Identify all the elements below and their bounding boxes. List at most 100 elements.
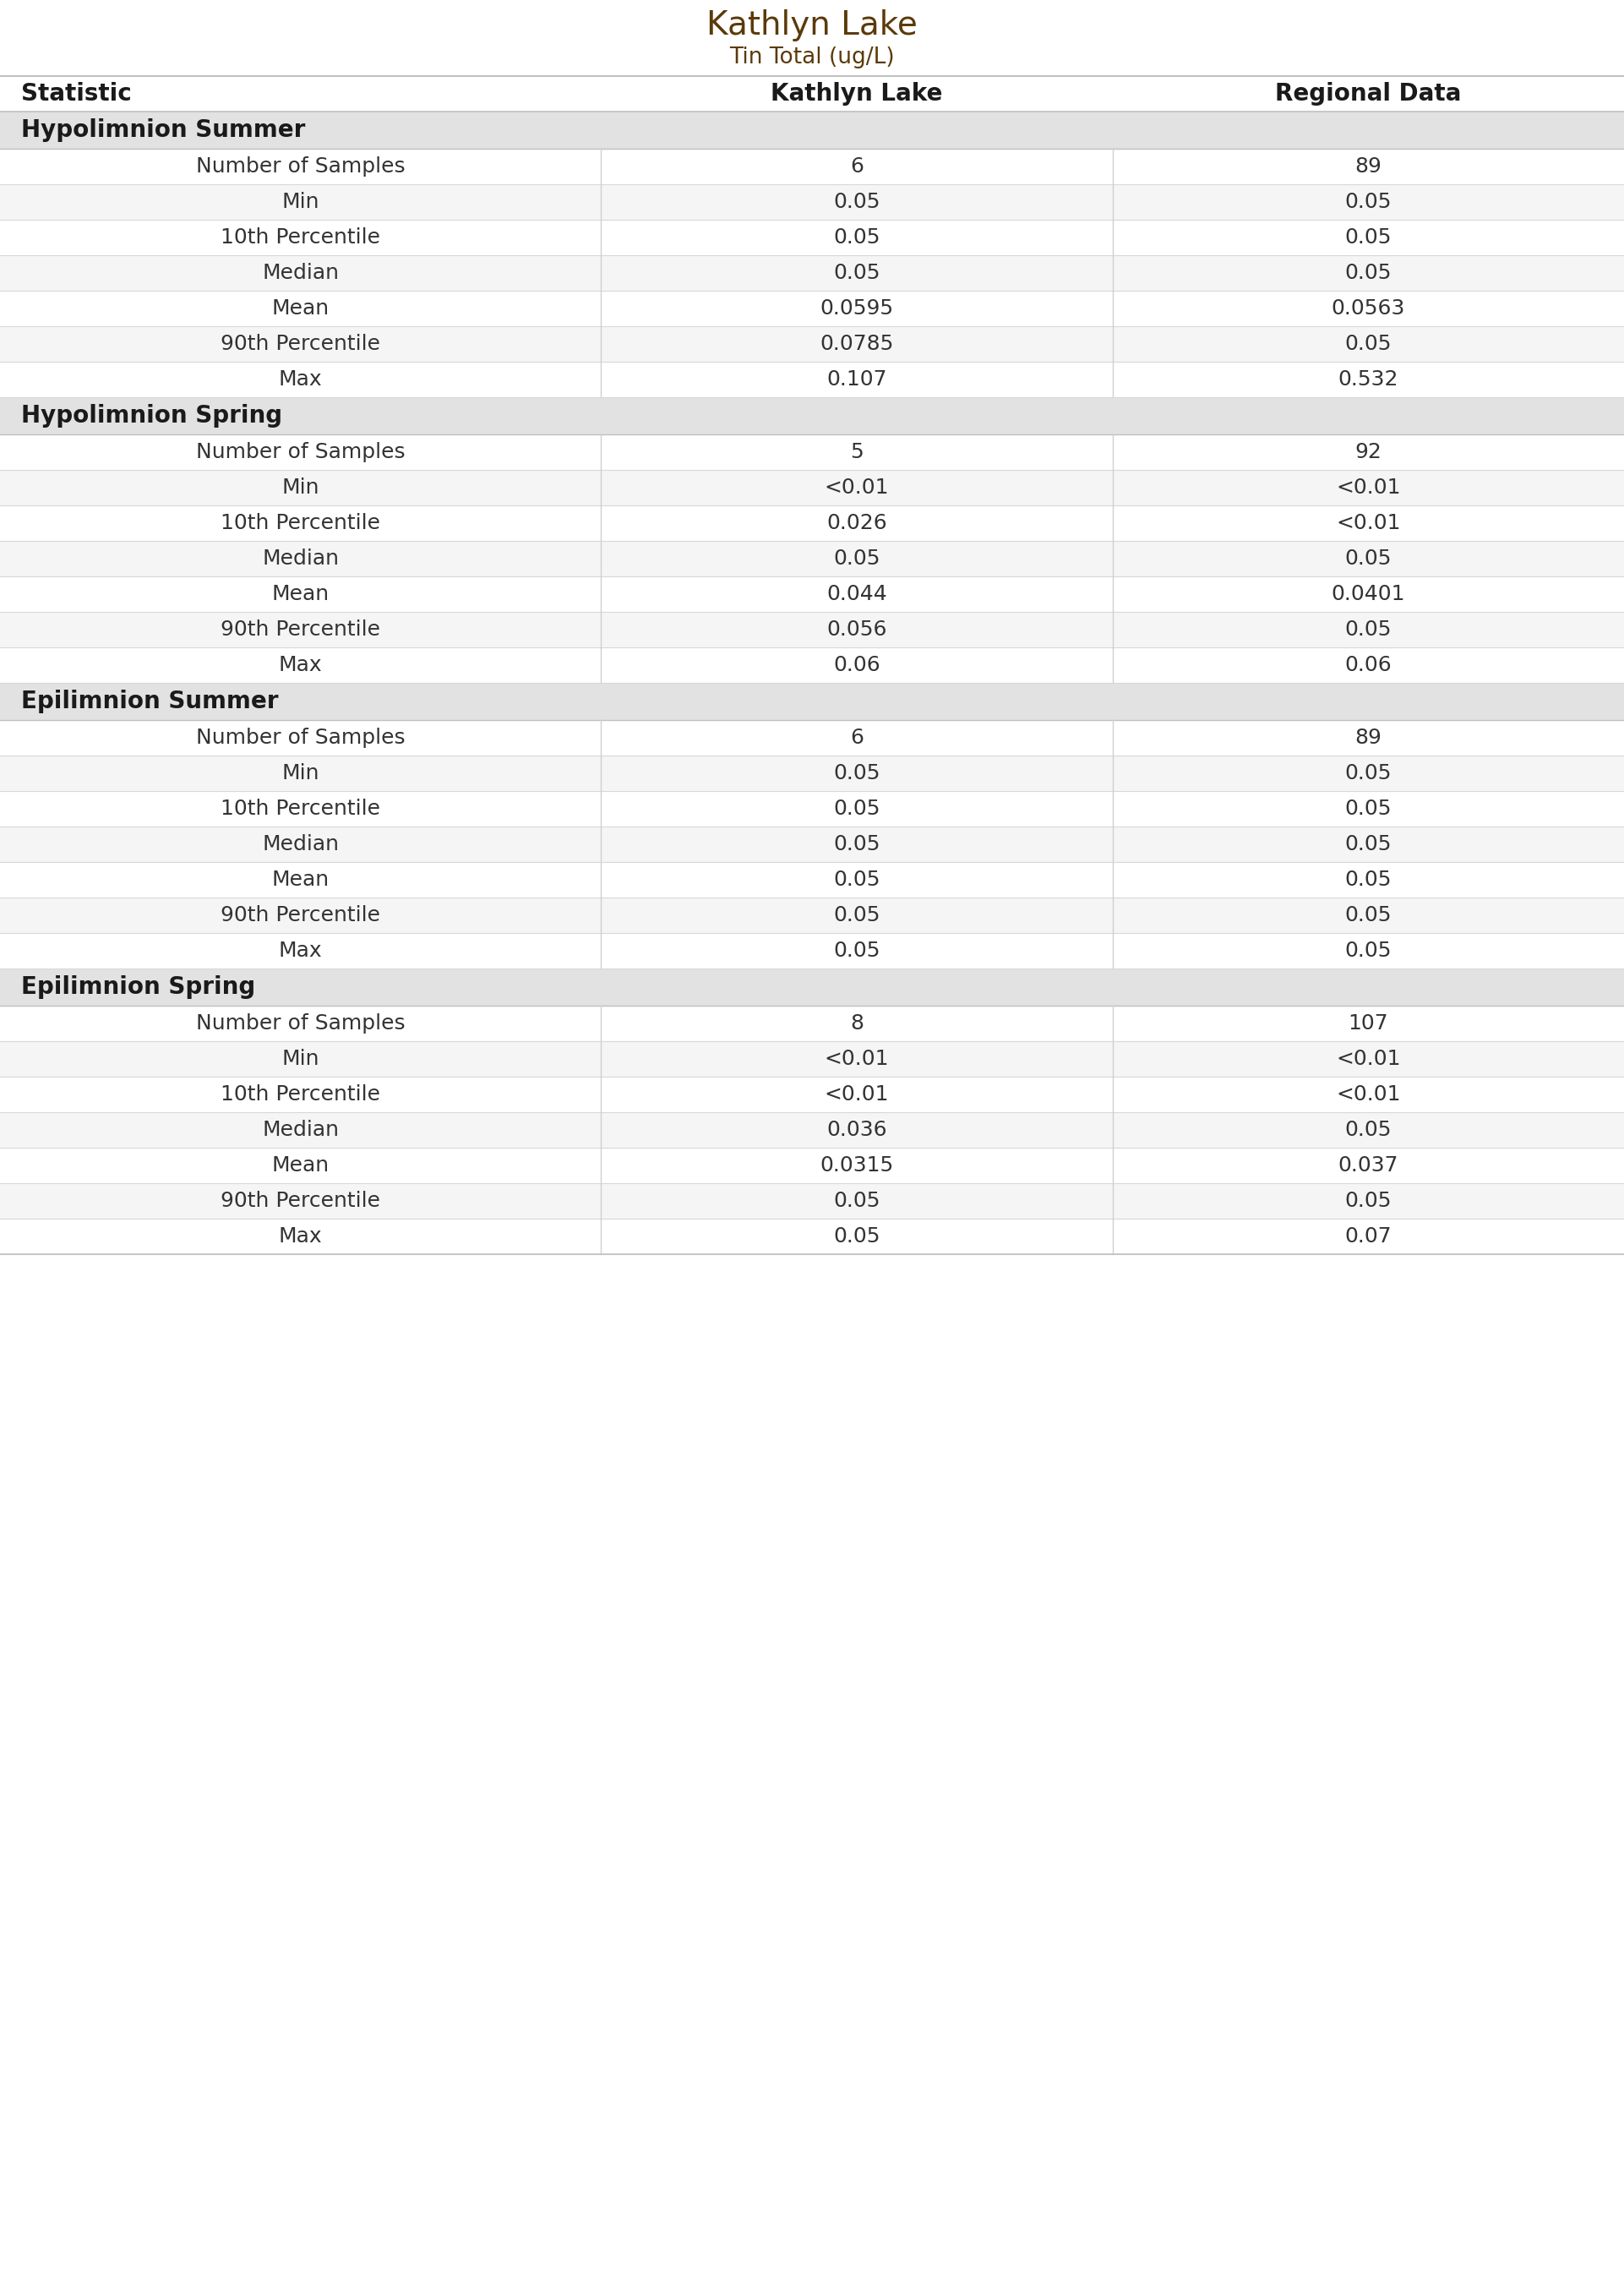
Text: Statistic: Statistic (21, 82, 132, 107)
Text: Min: Min (281, 1049, 320, 1069)
Text: Number of Samples: Number of Samples (197, 157, 404, 177)
Text: 5: 5 (849, 443, 864, 463)
Text: 89: 89 (1354, 729, 1382, 747)
Text: 0.05: 0.05 (1345, 549, 1392, 570)
Bar (0, 1183, 1624, 1219)
Bar (0, 756, 1624, 790)
Text: 0.0401: 0.0401 (1332, 583, 1405, 604)
Text: 0.0595: 0.0595 (820, 297, 893, 318)
Text: <0.01: <0.01 (825, 477, 888, 497)
Text: 89: 89 (1354, 157, 1382, 177)
Text: 0.05: 0.05 (833, 833, 880, 854)
Bar (0, 577, 1624, 613)
Bar (0, 613, 1624, 647)
Text: Max: Max (279, 370, 322, 390)
Bar (0, 683, 1624, 720)
Text: 0.05: 0.05 (1345, 263, 1392, 284)
Text: Median: Median (261, 1119, 339, 1140)
Text: Tin Total (ug/L): Tin Total (ug/L) (729, 45, 895, 68)
Text: 0.05: 0.05 (1345, 193, 1392, 211)
Text: 10th Percentile: 10th Percentile (221, 227, 380, 247)
Bar (0, 291, 1624, 327)
Bar (0, 720, 1624, 756)
Text: 0.05: 0.05 (833, 549, 880, 570)
Bar (0, 220, 1624, 254)
Text: 107: 107 (1348, 1012, 1389, 1033)
Text: 0.107: 0.107 (827, 370, 887, 390)
Text: 0.05: 0.05 (833, 193, 880, 211)
Text: <0.01: <0.01 (1337, 1049, 1400, 1069)
Text: 90th Percentile: 90th Percentile (221, 906, 380, 926)
Text: Hypolimnion Spring: Hypolimnion Spring (21, 404, 283, 427)
Bar (0, 150, 1624, 184)
Text: 0.06: 0.06 (1345, 656, 1392, 674)
Text: Median: Median (261, 833, 339, 854)
Text: 0.0563: 0.0563 (1332, 297, 1405, 318)
Text: 10th Percentile: 10th Percentile (221, 513, 380, 533)
Bar (0, 969, 1624, 1006)
Text: 0.05: 0.05 (1345, 1192, 1392, 1212)
Bar (0, 111, 1624, 150)
Bar (0, 826, 1624, 863)
Bar (0, 77, 1624, 111)
Text: 0.05: 0.05 (1345, 906, 1392, 926)
Text: 0.05: 0.05 (833, 227, 880, 247)
Bar (0, 897, 1624, 933)
Text: 10th Percentile: 10th Percentile (221, 799, 380, 819)
Text: 0.0785: 0.0785 (820, 334, 893, 354)
Text: <0.01: <0.01 (825, 1049, 888, 1069)
Bar (0, 647, 1624, 683)
Text: Regional Data: Regional Data (1275, 82, 1462, 107)
Text: Epilimnion Spring: Epilimnion Spring (21, 976, 255, 999)
Text: Mean: Mean (271, 297, 330, 318)
Text: 0.05: 0.05 (1345, 869, 1392, 890)
Text: Min: Min (281, 477, 320, 497)
Text: 0.05: 0.05 (833, 263, 880, 284)
Text: Mean: Mean (271, 1155, 330, 1176)
Text: 0.05: 0.05 (833, 940, 880, 960)
Text: 0.05: 0.05 (833, 799, 880, 819)
Text: 0.05: 0.05 (1345, 620, 1392, 640)
Text: Median: Median (261, 263, 339, 284)
Bar (0, 361, 1624, 397)
Text: 10th Percentile: 10th Percentile (221, 1085, 380, 1105)
Bar (0, 397, 1624, 434)
Text: Min: Min (281, 763, 320, 783)
Text: 0.056: 0.056 (827, 620, 887, 640)
Text: Hypolimnion Summer: Hypolimnion Summer (21, 118, 305, 143)
Text: 0.037: 0.037 (1338, 1155, 1398, 1176)
Bar (0, 1219, 1624, 1253)
Bar (0, 1042, 1624, 1076)
Text: 92: 92 (1354, 443, 1382, 463)
Bar (0, 1112, 1624, 1149)
Text: 0.05: 0.05 (833, 906, 880, 926)
Text: Number of Samples: Number of Samples (197, 729, 404, 747)
Text: Number of Samples: Number of Samples (197, 1012, 404, 1033)
Text: 0.05: 0.05 (1345, 940, 1392, 960)
Text: 0.05: 0.05 (1345, 763, 1392, 783)
Text: 0.06: 0.06 (833, 656, 880, 674)
Bar (0, 470, 1624, 506)
Text: <0.01: <0.01 (825, 1085, 888, 1105)
Bar (0, 933, 1624, 969)
Text: Kathlyn Lake: Kathlyn Lake (771, 82, 942, 107)
Text: Epilimnion Summer: Epilimnion Summer (21, 690, 278, 713)
Bar (0, 1149, 1624, 1183)
Bar (0, 863, 1624, 897)
Text: <0.01: <0.01 (1337, 477, 1400, 497)
Bar (0, 184, 1624, 220)
Bar (0, 506, 1624, 540)
Text: Max: Max (279, 1226, 322, 1246)
Text: Median: Median (261, 549, 339, 570)
Text: 90th Percentile: 90th Percentile (221, 334, 380, 354)
Text: 0.026: 0.026 (827, 513, 887, 533)
Text: Max: Max (279, 940, 322, 960)
Text: 0.07: 0.07 (1345, 1226, 1392, 1246)
Text: 0.05: 0.05 (1345, 1119, 1392, 1140)
Text: 0.05: 0.05 (1345, 833, 1392, 854)
Text: 0.05: 0.05 (1345, 799, 1392, 819)
Text: 6: 6 (849, 157, 864, 177)
Text: 90th Percentile: 90th Percentile (221, 620, 380, 640)
Text: 0.0315: 0.0315 (820, 1155, 893, 1176)
Text: 90th Percentile: 90th Percentile (221, 1192, 380, 1212)
